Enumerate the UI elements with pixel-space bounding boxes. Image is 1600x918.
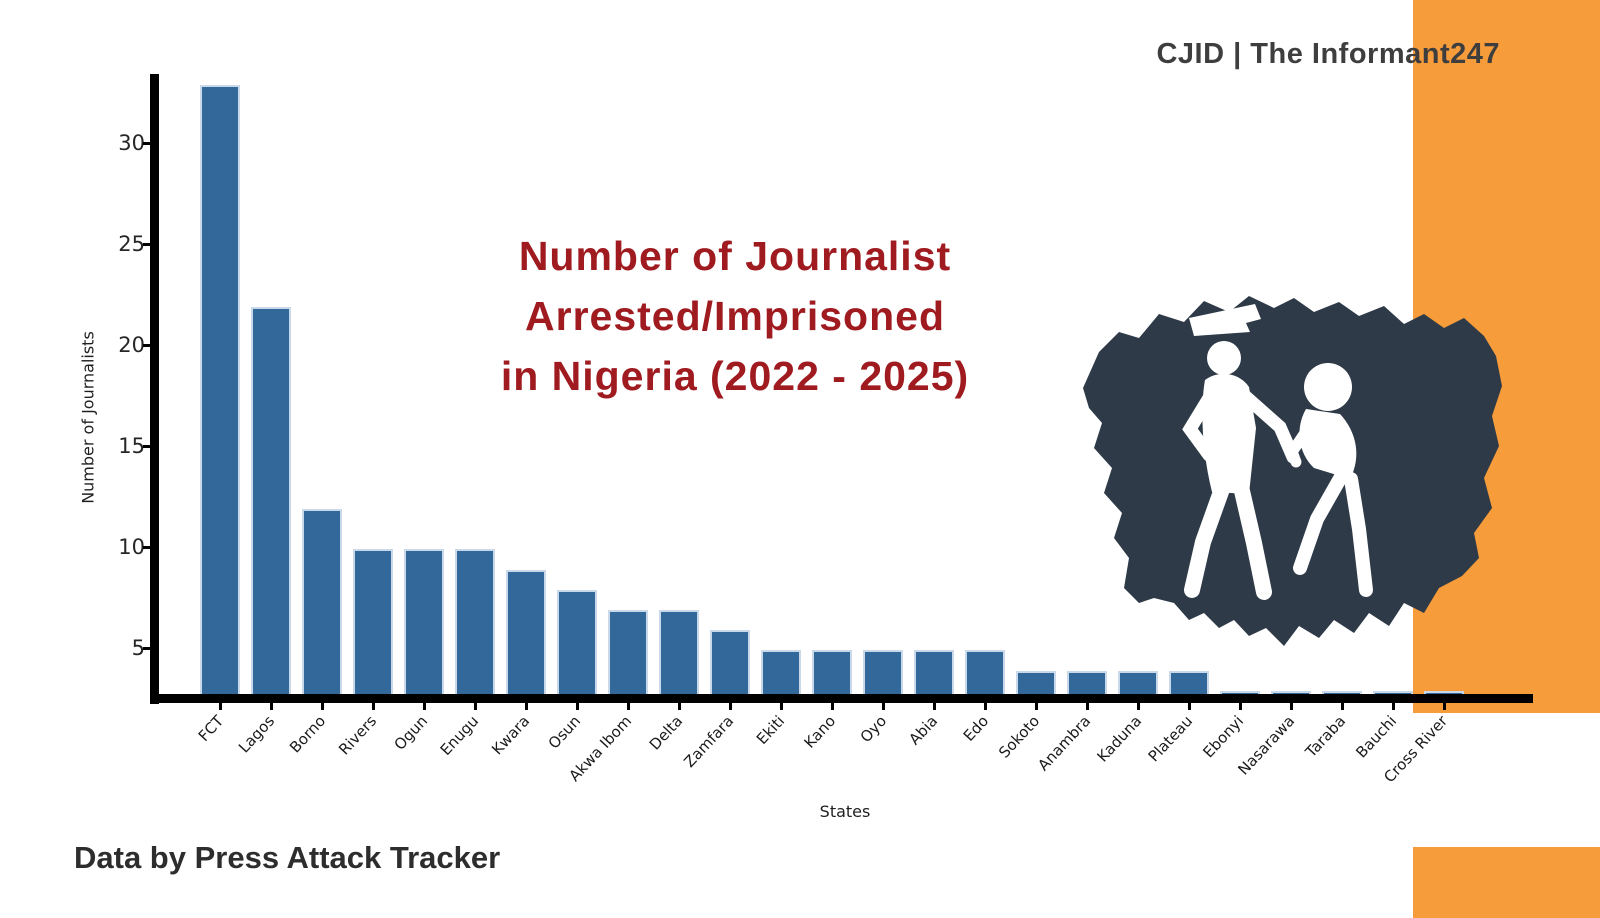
x-tick-mark (1392, 703, 1395, 710)
chart-title: Number of Journalist Arrested/Imprisoned… (430, 226, 1040, 406)
x-tick-mark (1239, 703, 1242, 710)
x-tick-mark (882, 703, 885, 710)
x-tick-mark (1290, 703, 1293, 710)
x-tick-mark (1086, 703, 1089, 710)
police-head (1207, 341, 1241, 375)
x-tick-mark (270, 703, 273, 710)
police-leg-right (1234, 483, 1272, 600)
nigeria-map-silhouette (1083, 296, 1502, 646)
x-tick-mark (831, 703, 834, 710)
police-arm-right (1238, 389, 1300, 464)
bar-kwara (506, 569, 546, 703)
x-axis-title: States (819, 802, 871, 821)
brand-logo-text: CJID | The Informant247 (1156, 38, 1500, 70)
arrestee-leg-back (1344, 472, 1373, 597)
y-tick-label-15: 15 (118, 434, 145, 459)
x-tick-mark (219, 703, 222, 710)
arrestee-arms-cuffed (1285, 418, 1317, 468)
x-tick-mark (525, 703, 528, 710)
y-axis-spine (150, 74, 159, 704)
x-tick-mark (321, 703, 324, 710)
bar-borno (302, 509, 342, 703)
bar-fct (200, 84, 240, 703)
y-tick-mark (143, 546, 150, 550)
y-tick-label-30: 30 (118, 131, 145, 156)
x-tick-mark (933, 703, 936, 710)
police-torso (1202, 373, 1256, 494)
x-tick-mark (1443, 703, 1446, 710)
y-tick-label-5: 5 (131, 636, 145, 661)
police-arm-left (1182, 386, 1219, 462)
arrested-person-figure (1285, 363, 1373, 597)
x-axis-spine (150, 694, 1533, 703)
chart-title-line1: Number of Journalist (518, 233, 952, 279)
bar-delta (659, 610, 699, 703)
x-tick-mark (1188, 703, 1191, 710)
y-tick-mark (143, 142, 150, 146)
x-tick-mark (729, 703, 732, 710)
police-cap (1189, 304, 1261, 336)
y-tick-label-20: 20 (118, 333, 145, 358)
chart-title-line3: in Nigeria (2022 - 2025) (500, 353, 970, 399)
x-tick-mark (984, 703, 987, 710)
x-tick-mark (678, 703, 681, 710)
police-leg-left (1184, 481, 1230, 598)
y-axis-title: Number of Journalists (78, 331, 98, 504)
bar-zamfara (710, 630, 750, 703)
bar-enugu (455, 549, 495, 703)
x-tick-mark (474, 703, 477, 710)
x-tick-mark (1341, 703, 1344, 710)
orange-accent-band-bottom (1413, 847, 1600, 918)
nigeria-arrest-graphic (1083, 296, 1502, 646)
x-tick-mark (372, 703, 375, 710)
bar-akwa-ibom (608, 610, 648, 703)
y-tick-label-10: 10 (118, 535, 145, 560)
y-tick-label-25: 25 (118, 232, 145, 257)
arrestee-head (1304, 363, 1352, 411)
x-tick-mark (627, 703, 630, 710)
y-tick-mark (143, 344, 150, 348)
bar-rivers (353, 549, 393, 703)
y-tick-mark (143, 647, 150, 651)
bar-lagos (251, 307, 291, 703)
y-tick-mark (143, 243, 150, 247)
chart-title-line2: Arrested/Imprisoned (525, 293, 945, 339)
y-tick-mark (143, 445, 150, 449)
bar-ogun (404, 549, 444, 703)
x-tick-mark (576, 703, 579, 710)
data-source-text: Data by Press Attack Tracker (74, 840, 501, 875)
police-officer-figure (1182, 304, 1300, 600)
arrestee-leg-front (1293, 468, 1349, 575)
x-tick-mark (780, 703, 783, 710)
x-tick-mark (423, 703, 426, 710)
x-tick-mark (1137, 703, 1140, 710)
bar-osun (557, 589, 597, 703)
x-tick-mark (1035, 703, 1038, 710)
